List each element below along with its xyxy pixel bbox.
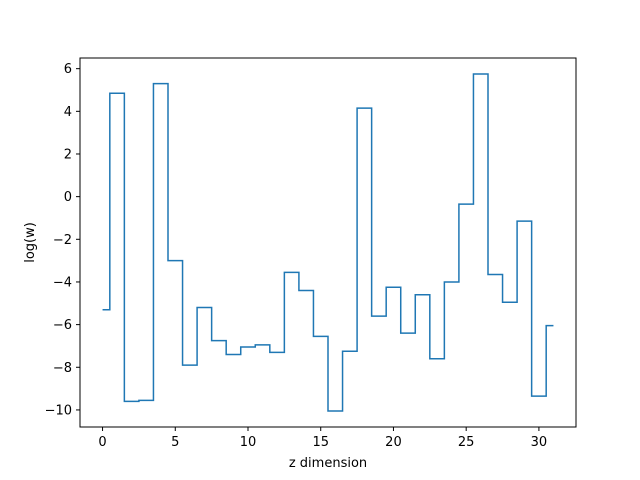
y-tick-label: 2: [64, 147, 72, 162]
y-tick-label: −6: [53, 318, 72, 333]
plot-frame: [79, 57, 577, 428]
x-tick-label: 5: [171, 435, 179, 450]
y-tick-label: 6: [64, 62, 72, 77]
y-tick-label: −8: [53, 361, 72, 376]
x-axis-label: z dimension: [289, 456, 367, 471]
y-tick-label: −4: [53, 275, 72, 290]
x-tick-label: 20: [385, 435, 402, 450]
y-tick-label: 0: [64, 190, 72, 205]
x-axis: 0 5 10 15 20 25 30: [98, 427, 547, 450]
y-tick-label: 4: [64, 105, 72, 120]
y-tick-label: −2: [53, 233, 72, 248]
x-tick-label: 25: [458, 435, 475, 450]
y-axis: −10 −8 −6 −4 −2 0 2 4 6: [45, 62, 80, 418]
y-tick-label: −10: [45, 403, 72, 418]
x-tick-label: 10: [240, 435, 257, 450]
x-tick-label: 15: [312, 435, 329, 450]
series-line: [102, 73, 554, 412]
x-tick-label: 30: [531, 435, 548, 450]
series-layer: [102, 73, 554, 412]
y-axis-label: log(w): [23, 222, 38, 263]
x-tick-label: 0: [98, 435, 106, 450]
